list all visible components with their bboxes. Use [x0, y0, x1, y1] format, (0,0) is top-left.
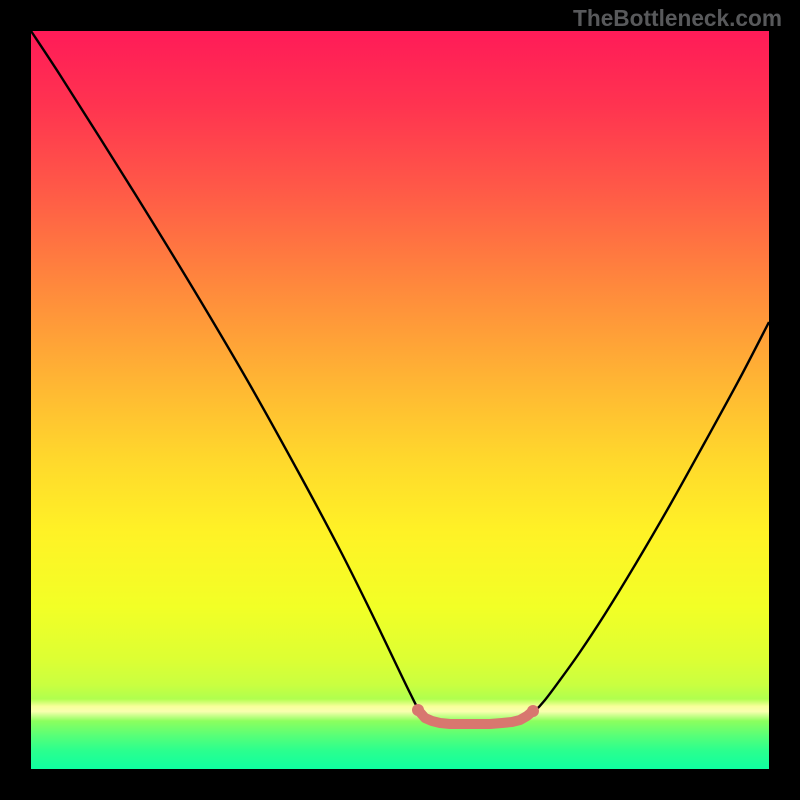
chart-canvas: TheBottleneck.com — [0, 0, 800, 800]
gradient-background — [31, 31, 769, 769]
plot-svg — [0, 0, 800, 800]
watermark-text: TheBottleneck.com — [573, 5, 782, 32]
valley-end-dot — [527, 705, 539, 717]
valley-start-dot — [412, 704, 424, 716]
frame-border-left — [0, 0, 31, 800]
frame-border-right — [769, 0, 800, 800]
frame-border-bottom — [0, 769, 800, 800]
